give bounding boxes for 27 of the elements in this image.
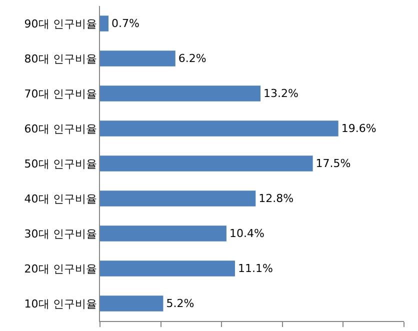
- data-label: 12.8%: [258, 192, 294, 206]
- bar: [100, 296, 164, 312]
- bar: [100, 156, 313, 172]
- data-label: 19.6%: [341, 122, 376, 136]
- bar: [100, 120, 338, 136]
- y-tick-label: 70대 인구비율: [24, 87, 97, 100]
- y-tick-label: 60대 인구비율: [24, 122, 97, 136]
- data-label: 0.7%: [112, 17, 140, 30]
- bar: [100, 190, 256, 206]
- y-tick-label: 10대 인구비율: [24, 297, 97, 310]
- y-tick-label: 80대 인구비율: [24, 52, 97, 66]
- y-tick-label: 40대 인구비율: [24, 192, 97, 206]
- bar: [100, 86, 261, 102]
- y-tick-label: 20대 인구비율: [24, 262, 97, 276]
- bar: [100, 226, 226, 242]
- data-label: 13.2%: [264, 87, 298, 100]
- bar: [100, 260, 235, 276]
- y-tick-label: 90대 인구비율: [24, 17, 97, 30]
- data-label: 17.5%: [316, 157, 351, 170]
- data-label: 6.2%: [178, 52, 206, 66]
- data-label: 11.1%: [238, 262, 273, 276]
- data-label: 5.2%: [166, 297, 194, 310]
- y-tick-label: 30대 인구비율: [24, 227, 97, 240]
- y-tick-label: 50대 인구비율: [24, 157, 97, 170]
- bar: [100, 50, 176, 66]
- data-label: 10.4%: [229, 227, 264, 240]
- bar: [100, 16, 109, 32]
